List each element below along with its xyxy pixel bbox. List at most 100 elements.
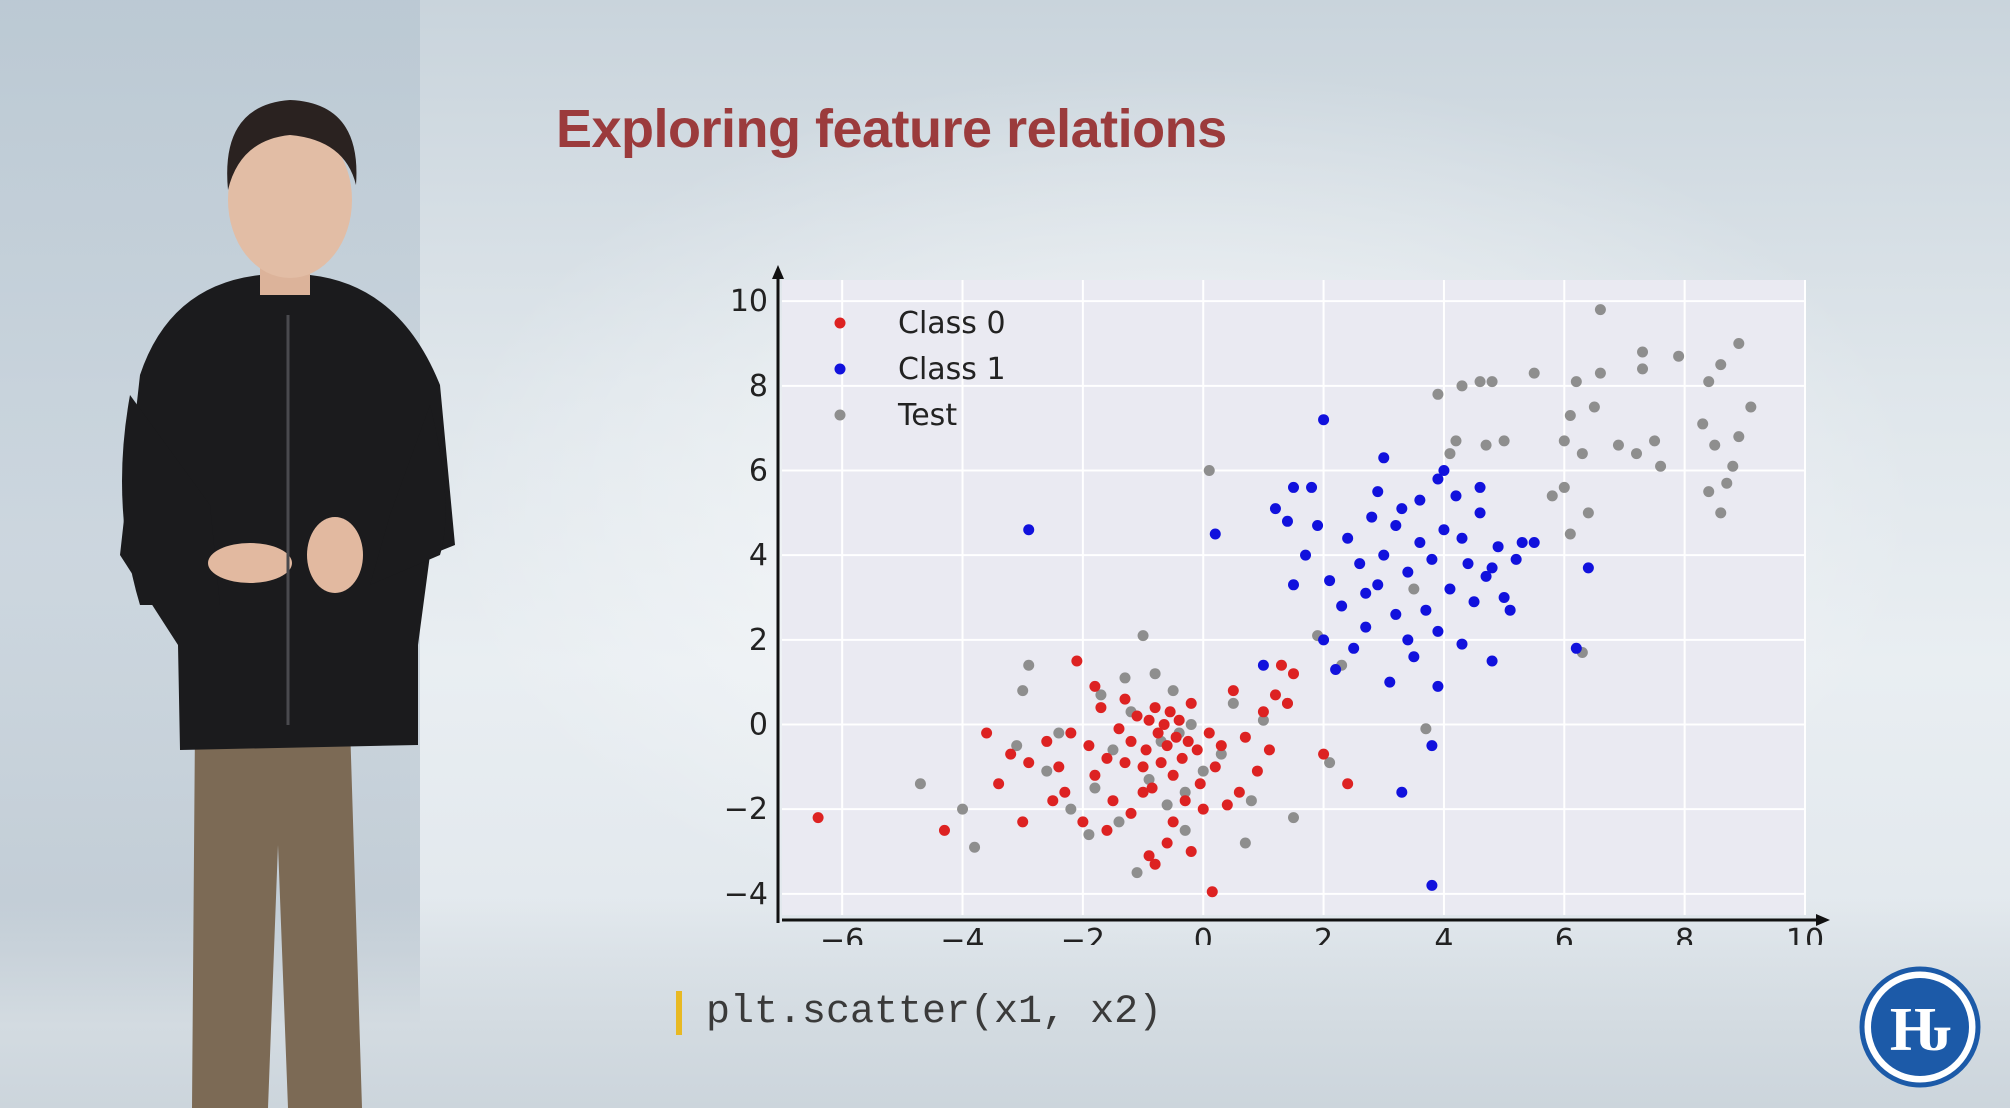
data-point xyxy=(1263,744,1275,756)
x-axis xyxy=(782,914,1830,926)
data-point xyxy=(1396,503,1408,515)
data-point xyxy=(1065,727,1077,739)
data-point xyxy=(1065,803,1077,815)
data-point xyxy=(1233,786,1245,798)
data-point xyxy=(1402,566,1414,578)
data-point xyxy=(1152,727,1164,739)
data-point xyxy=(1149,858,1161,870)
data-point xyxy=(1101,824,1113,836)
data-point xyxy=(1697,418,1709,430)
data-point xyxy=(1426,879,1438,891)
data-point xyxy=(1119,757,1131,769)
data-point xyxy=(1146,782,1158,794)
data-point xyxy=(1456,638,1468,650)
data-point xyxy=(1203,465,1215,476)
data-point xyxy=(1402,634,1414,646)
data-point xyxy=(1558,435,1570,447)
data-point xyxy=(1360,621,1372,633)
data-point xyxy=(1017,685,1029,697)
data-point xyxy=(1023,524,1035,536)
data-point xyxy=(1194,778,1206,790)
data-point xyxy=(1047,795,1059,807)
data-point xyxy=(1480,570,1492,582)
data-point xyxy=(1510,553,1522,565)
y-tick-label: 0 xyxy=(749,708,768,743)
data-point xyxy=(1288,812,1299,824)
data-point xyxy=(1206,886,1218,898)
y-tick-label: 2 xyxy=(749,623,768,658)
x-tick-label: −6 xyxy=(820,923,864,945)
data-point xyxy=(1215,740,1227,752)
data-point xyxy=(1251,765,1263,777)
data-point xyxy=(1197,803,1209,815)
data-point xyxy=(1354,558,1366,570)
data-point xyxy=(1721,477,1733,489)
data-point xyxy=(1516,536,1528,548)
data-point xyxy=(1594,367,1606,379)
data-point xyxy=(1468,596,1480,608)
data-point xyxy=(1631,448,1643,460)
data-point xyxy=(1372,486,1384,498)
data-point xyxy=(1041,735,1053,747)
data-point xyxy=(1745,401,1757,413)
data-point xyxy=(1095,689,1107,701)
data-point xyxy=(1275,659,1287,671)
data-point xyxy=(1107,744,1119,756)
data-point xyxy=(1414,494,1426,506)
x-tick-label: 2 xyxy=(1314,923,1333,945)
code-snippet: plt.scatter(x1, x2) xyxy=(676,990,1162,1035)
data-point xyxy=(1083,829,1095,841)
data-point xyxy=(1239,837,1251,849)
data-point xyxy=(1164,706,1176,718)
data-point xyxy=(1149,702,1161,714)
data-point xyxy=(1324,575,1336,587)
y-tick-label: 10 xyxy=(730,284,768,319)
data-point xyxy=(1125,735,1137,747)
legend-marker xyxy=(834,363,846,375)
data-point xyxy=(1504,604,1516,616)
data-point xyxy=(1011,740,1023,752)
data-point xyxy=(1558,481,1570,493)
data-point xyxy=(1185,846,1197,857)
data-point xyxy=(1348,642,1360,654)
data-point xyxy=(1414,536,1426,548)
data-point xyxy=(1528,536,1540,548)
data-point xyxy=(1456,380,1468,392)
data-point xyxy=(1570,642,1582,654)
data-point xyxy=(1649,435,1661,447)
data-point xyxy=(1390,608,1402,620)
data-point xyxy=(1137,630,1149,642)
data-point xyxy=(1089,782,1101,794)
data-point xyxy=(1709,439,1721,451)
data-point xyxy=(1576,448,1588,460)
data-point xyxy=(1071,655,1083,667)
data-point xyxy=(1528,367,1540,379)
legend-label: Test xyxy=(897,398,957,433)
data-point xyxy=(1176,752,1188,764)
logo-glyph: Ԋ xyxy=(1890,992,1951,1065)
data-point xyxy=(1143,850,1155,862)
y-tick-label: −4 xyxy=(724,877,768,912)
data-point xyxy=(1023,659,1035,671)
data-point xyxy=(1703,486,1715,498)
data-point xyxy=(1408,583,1420,595)
data-point xyxy=(1480,439,1492,451)
data-point xyxy=(1185,719,1197,730)
data-point xyxy=(1312,520,1324,532)
data-point xyxy=(1438,524,1450,536)
x-tick-label: −4 xyxy=(940,923,984,945)
data-point xyxy=(1426,553,1438,565)
data-point xyxy=(1161,799,1173,811)
data-point xyxy=(1450,490,1462,502)
data-point xyxy=(1318,414,1330,426)
data-point xyxy=(1486,655,1498,667)
data-point xyxy=(1209,761,1221,773)
data-point xyxy=(1101,752,1113,764)
data-point xyxy=(1005,748,1017,760)
data-point xyxy=(1281,697,1293,709)
data-point xyxy=(1257,714,1269,726)
data-point xyxy=(1727,460,1739,472)
data-point xyxy=(1227,697,1239,709)
data-point xyxy=(1161,740,1173,752)
data-point xyxy=(1336,600,1348,612)
